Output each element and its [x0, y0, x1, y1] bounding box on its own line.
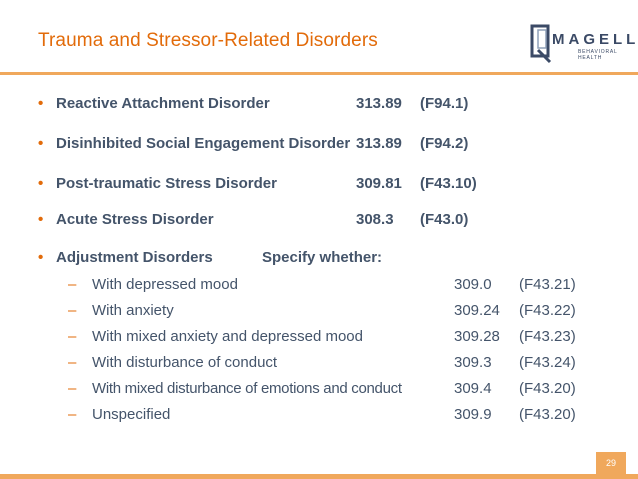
- dsm-code: 309.4: [454, 380, 492, 397]
- bullet-marker: •: [38, 175, 44, 192]
- subtype-name: With anxiety: [92, 302, 174, 319]
- icd-code: (F43.10): [420, 175, 477, 192]
- subtype-name: With mixed disturbance of emotions and c…: [92, 380, 402, 397]
- bullet-row: • Acute Stress Disorder 308.3 (F43.0): [38, 211, 618, 233]
- icd-code: (F43.20): [519, 406, 576, 423]
- icd-code: (F94.2): [420, 135, 469, 152]
- dsm-code: 308.3: [356, 211, 394, 228]
- bullet-marker: •: [38, 135, 44, 152]
- disorder-name: Adjustment Disorders: [56, 249, 213, 266]
- icd-code: (F43.0): [420, 211, 469, 228]
- dsm-code: 309.0: [454, 276, 492, 293]
- icd-code: (F94.1): [420, 95, 469, 112]
- bullet-marker: •: [38, 95, 44, 112]
- page-number: 29: [596, 452, 626, 474]
- dash-marker: –: [68, 406, 77, 423]
- subtype-name: Unspecified: [92, 406, 171, 423]
- bullet-row: • Adjustment Disorders Specify whether:: [38, 249, 618, 271]
- dash-marker: –: [68, 354, 77, 371]
- bullet-marker: •: [38, 249, 44, 266]
- logo-mark-icon: [530, 24, 552, 64]
- icd-code: (F43.21): [519, 276, 576, 293]
- disorder-name: Disinhibited Social Engagement Disorder: [56, 135, 351, 152]
- icd-code: (F43.22): [519, 302, 576, 319]
- disorder-name: Acute Stress Disorder: [56, 211, 214, 228]
- subtype-name: With depressed mood: [92, 276, 238, 293]
- icd-code: (F43.23): [519, 328, 576, 345]
- disorder-name: Reactive Attachment Disorder: [56, 95, 270, 112]
- dsm-code: 313.89: [356, 95, 402, 112]
- logo-subtitle: BEHAVIORAL HEALTH: [578, 49, 618, 61]
- dsm-code: 309.9: [454, 406, 492, 423]
- slide-title: Trauma and Stressor-Related Disorders: [38, 30, 378, 51]
- icd-code: (F43.20): [519, 380, 576, 397]
- bullet-row: • Disinhibited Social Engagement Disorde…: [38, 135, 618, 157]
- subtype-name: With disturbance of conduct: [92, 354, 278, 371]
- footer-divider: [0, 474, 638, 479]
- dash-marker: –: [68, 276, 77, 293]
- bullet-row: • Post-traumatic Stress Disorder 309.81 …: [38, 175, 618, 197]
- dash-marker: –: [68, 328, 77, 345]
- icd-code: (F43.24): [519, 354, 576, 371]
- dsm-code: 309.81: [356, 175, 402, 192]
- disorder-name: Post-traumatic Stress Disorder: [56, 175, 277, 192]
- specify-note: Specify whether:: [262, 249, 383, 266]
- subtype-name: With mixed anxiety and depressed mood: [92, 328, 363, 345]
- dsm-code: 309.24: [454, 302, 500, 319]
- bullet-marker: •: [38, 211, 44, 228]
- dsm-code: 309.3: [454, 354, 492, 371]
- bullet-row: • Reactive Attachment Disorder 313.89 (F…: [38, 95, 618, 117]
- dash-marker: –: [68, 302, 77, 319]
- dsm-code: 313.89: [356, 135, 402, 152]
- title-divider: [0, 72, 638, 75]
- logo-name: MAGELLAN: [552, 31, 638, 48]
- dsm-code: 309.28: [454, 328, 500, 345]
- dash-marker: –: [68, 380, 77, 397]
- magellan-logo: MAGELLAN BEHAVIORAL HEALTH: [530, 22, 638, 68]
